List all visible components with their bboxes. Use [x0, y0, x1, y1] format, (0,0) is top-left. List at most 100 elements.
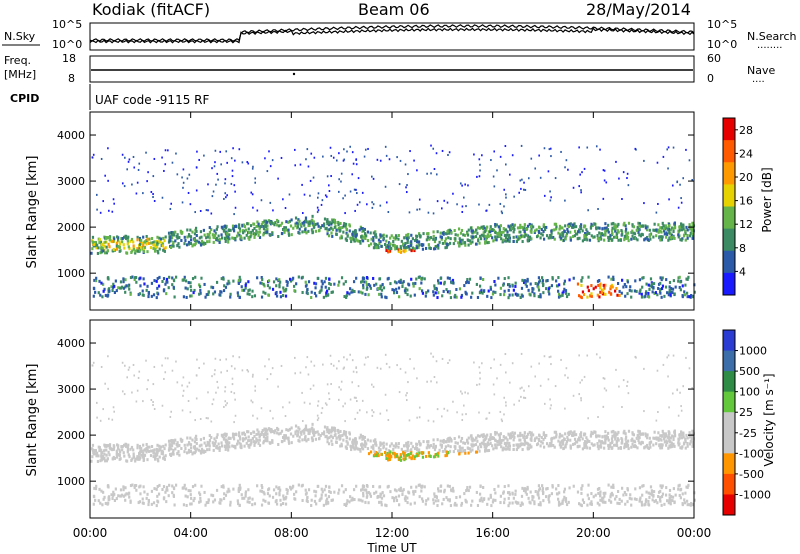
power-cell: [602, 283, 605, 287]
power-cell: [146, 240, 149, 244]
power-cell: [380, 295, 383, 299]
velocity-cell: [359, 448, 362, 452]
power-cell: [156, 277, 159, 281]
velocity-cell: [269, 409, 272, 412]
power-cell: [503, 277, 506, 281]
velocity-cell: [256, 438, 259, 442]
power-cell: [395, 236, 398, 240]
velocity-cell: [625, 493, 628, 497]
power-cell: [450, 231, 453, 235]
velocity-cell: [100, 458, 103, 462]
power-cell: [236, 291, 239, 295]
power-cell: [546, 234, 549, 238]
power-cell: [133, 166, 136, 169]
velocity-cell: [359, 488, 363, 492]
power-cell: [319, 289, 322, 293]
velocity-cell: [121, 390, 124, 393]
power-cell: [355, 276, 358, 280]
power-cell: [91, 235, 95, 239]
power-cell: [322, 295, 325, 299]
velocity-cell: [193, 440, 197, 444]
velocity-cell: [314, 437, 318, 441]
power-cell: [150, 190, 153, 193]
power-cell: [373, 242, 376, 246]
velocity-cell: [503, 497, 506, 501]
velocity-cell: [573, 430, 576, 434]
velocity-cell: [639, 496, 642, 500]
power-cell: [597, 239, 600, 243]
power-cell: [361, 227, 365, 231]
power-cell: [427, 211, 430, 214]
power-cell: [170, 202, 173, 205]
power-cell: [185, 295, 188, 299]
power-cell: [150, 281, 154, 285]
velocity-cell: [301, 498, 304, 502]
power-cell: [302, 220, 306, 224]
velocity-cell: [580, 397, 582, 400]
velocity-cell: [435, 381, 438, 384]
power-cell: [595, 145, 598, 148]
velocity-cell: [107, 450, 110, 454]
velocity-cell: [379, 367, 382, 370]
power-cell: [673, 292, 676, 296]
velocity-cell: [244, 491, 247, 495]
power-cell: [447, 236, 450, 240]
velocity-cell: [200, 443, 203, 447]
velocity-cell: [264, 499, 267, 503]
power-cell: [598, 295, 601, 299]
velocity-cell: [224, 386, 227, 389]
power-cell: [324, 227, 327, 231]
power-cell: [530, 237, 533, 241]
velocity-cell: [571, 434, 574, 438]
velocity-cell: [505, 444, 508, 448]
power-cell: [320, 285, 323, 289]
power-cell: [418, 287, 421, 291]
velocity-cell: [349, 353, 351, 356]
velocity-cell: [510, 434, 513, 438]
power-cell: [401, 281, 404, 285]
power-cell: [467, 228, 470, 232]
velocity-cell: [525, 492, 528, 496]
power-cell: [350, 237, 353, 241]
power-cell: [421, 291, 425, 295]
power-cell: [659, 291, 662, 295]
velocity-cell: [321, 432, 324, 436]
power-cell: [679, 288, 682, 292]
velocity-cell: [132, 455, 136, 459]
power-cell: [680, 222, 683, 226]
power-cell: [540, 228, 543, 232]
velocity-cell: [182, 394, 184, 397]
power-cell: [355, 158, 358, 161]
velocity-cell: [264, 433, 268, 437]
power-cell: [307, 165, 310, 168]
velocity-cell: [362, 494, 365, 498]
power-cell: [429, 236, 433, 240]
velocity-cell: [263, 492, 266, 496]
velocity-cell: [386, 451, 389, 455]
velocity-cell: [251, 497, 254, 501]
power-cell: [476, 175, 478, 178]
velocity-cell: [319, 434, 322, 438]
power-cell: [333, 225, 336, 229]
power-cell: [479, 163, 481, 166]
nave-tick-bottom: 0: [707, 72, 714, 85]
velocity-cell: [554, 430, 558, 434]
power-cell: [600, 237, 603, 241]
velocity-cell: [99, 448, 102, 452]
velocity-cell: [400, 447, 403, 451]
velocity-cell: [179, 437, 182, 441]
velocity-cell: [637, 435, 640, 439]
power-cell: [250, 233, 253, 237]
power-cell: [377, 238, 381, 242]
velocity-cell: [394, 442, 398, 446]
velocity-cell: [303, 401, 306, 404]
power-cell: [608, 290, 611, 294]
velocity-cell: [121, 445, 124, 449]
velocity-cell: [320, 487, 323, 491]
power-cell: [345, 294, 348, 298]
power-cell: [222, 229, 226, 233]
power-cell: [558, 224, 562, 228]
velocity-cell: [389, 450, 392, 454]
velocity-cell: [611, 434, 614, 438]
